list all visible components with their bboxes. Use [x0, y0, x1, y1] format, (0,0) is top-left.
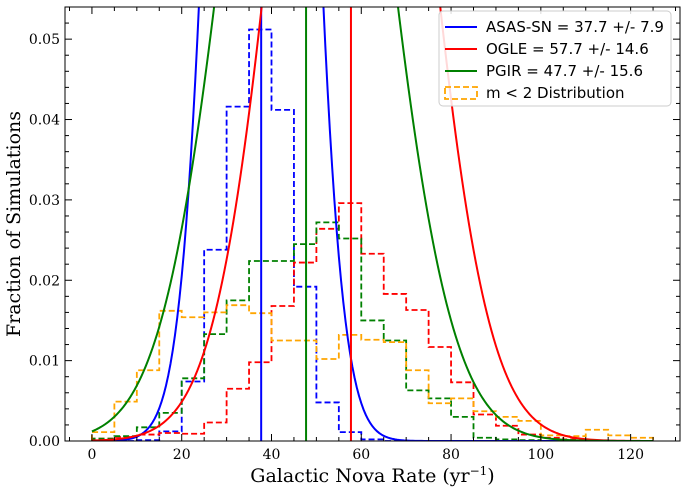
- y-axis-label: Fraction of Simulations: [3, 111, 25, 337]
- x-tick-label: 120: [617, 447, 644, 463]
- m-2-distribution-histogram: [91, 304, 654, 441]
- legend: ASAS-SN = 37.7 +/- 7.9 OGLE = 57.7 +/- 14…: [438, 10, 672, 107]
- x-tick-label: 100: [527, 447, 554, 463]
- legend-label-ogle: OGLE = 57.7 +/- 14.6: [486, 40, 649, 58]
- tick-labels: 0 20 40 60 80 100 120 0.00 0.01 0.02 0.03 0.04 0.05: [29, 32, 644, 463]
- legend-box: [438, 10, 672, 107]
- y-tick-label: 0.03: [29, 193, 60, 209]
- x-axis-label-superscript: −1: [470, 464, 488, 478]
- x-axis-label-close: ): [487, 465, 494, 487]
- y-tick-label: 0.04: [29, 113, 60, 129]
- y-tick-label: 0.05: [29, 32, 60, 48]
- asas-sn-fit-curve: [91, 7, 654, 441]
- x-tick-label: 20: [173, 447, 191, 463]
- x-axis-label-main: Galactic Nova Rate (yr: [250, 465, 470, 487]
- legend-swatch-m-2-distribution: [444, 86, 478, 100]
- x-tick-label: 0: [87, 447, 96, 463]
- legend-label-m-2-distribution: m < 2 Distribution: [486, 84, 625, 102]
- x-tick-label: 40: [263, 447, 281, 463]
- x-tick-label: 60: [352, 447, 370, 463]
- ogle-histogram: [91, 202, 587, 441]
- pgir-fit-curve: [91, 7, 654, 441]
- y-tick-label: 0.00: [29, 434, 60, 450]
- legend-label-asas-sn: ASAS-SN = 37.7 +/- 7.9: [486, 18, 664, 36]
- x-tick-label: 80: [442, 447, 460, 463]
- y-tick-label: 0.01: [29, 354, 60, 370]
- x-axis-label: Galactic Nova Rate (yr−1): [250, 464, 494, 487]
- asas-sn-histogram: [91, 28, 407, 441]
- y-tick-label: 0.02: [29, 273, 60, 289]
- ogle-fit-curve: [91, 7, 654, 441]
- legend-label-pgir: PGIR = 47.7 +/- 15.6: [486, 62, 643, 80]
- axes-frame: [64, 6, 681, 442]
